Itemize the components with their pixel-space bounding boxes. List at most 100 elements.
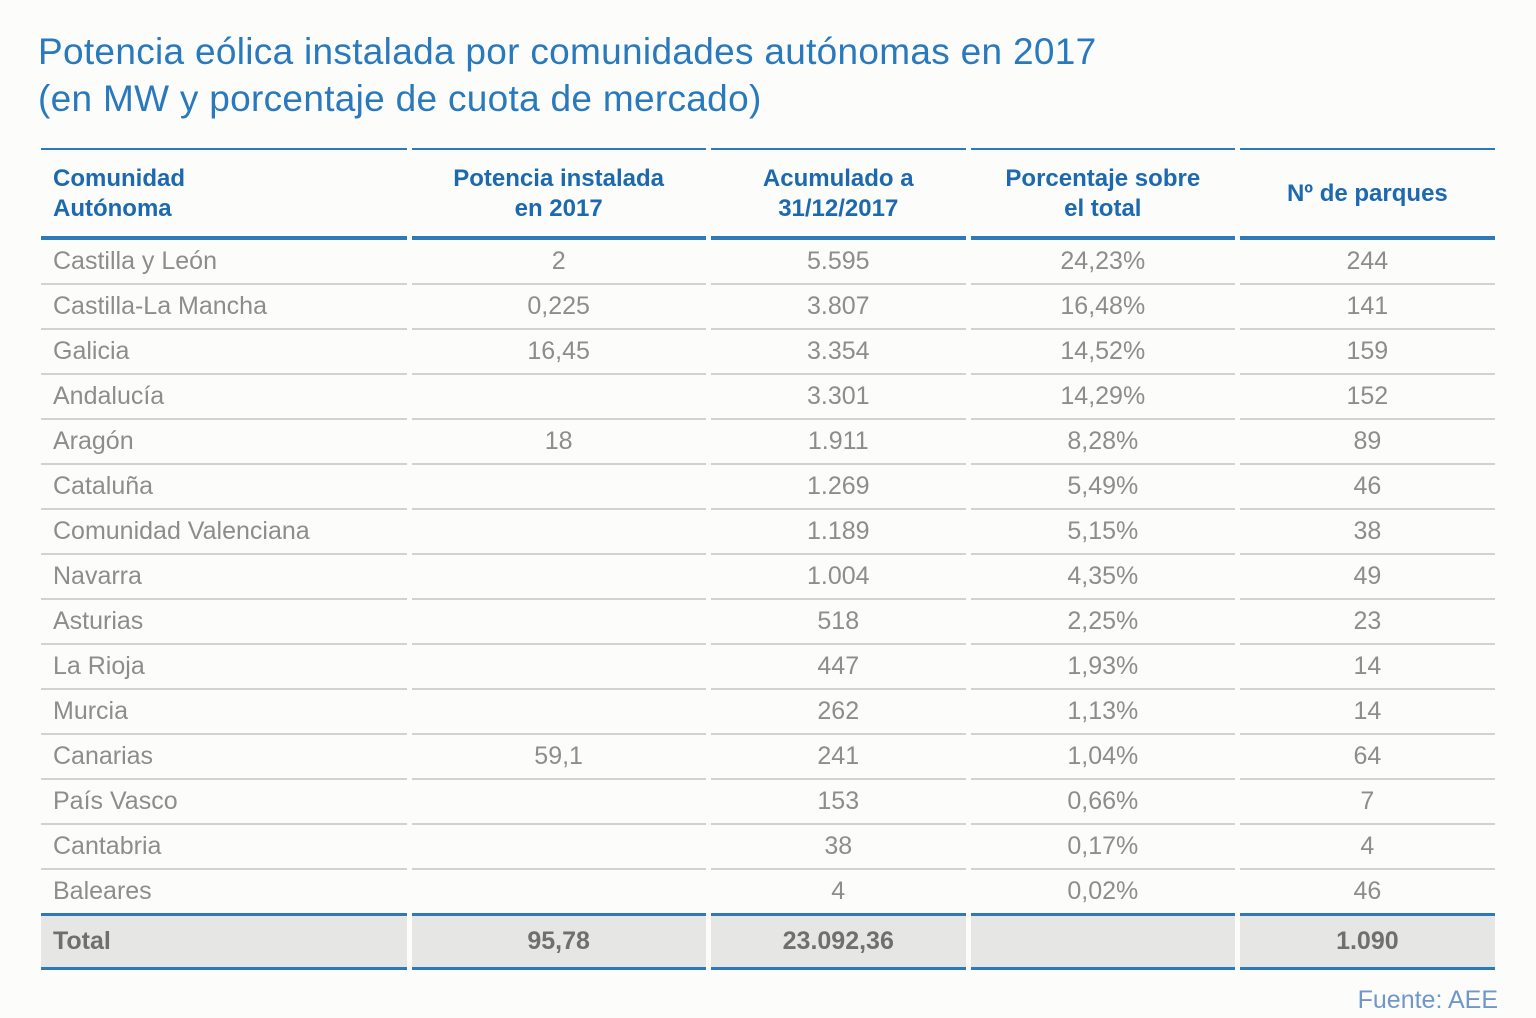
page-title: Potencia eólica instalada por comunidade… xyxy=(38,28,1500,122)
value-cell: 18 xyxy=(411,420,706,465)
value-cell: 1.911 xyxy=(710,420,966,465)
table-row: Canarias 59,1 241 1,04% 64 xyxy=(41,735,1495,780)
community-name-cell: Galicia xyxy=(41,330,407,375)
value-cell: 23 xyxy=(1239,600,1495,645)
value-cell: 16,45 xyxy=(411,330,706,375)
total-label: Total xyxy=(41,913,407,970)
value-cell: 7 xyxy=(1239,780,1495,825)
value-cell: 38 xyxy=(1239,510,1495,555)
community-name-cell: Navarra xyxy=(41,555,407,600)
column-header-porcentaje-sobre-total: Porcentaje sobre el total xyxy=(970,148,1235,240)
value-cell: 64 xyxy=(1239,735,1495,780)
community-name-cell: Baleares xyxy=(53,877,152,905)
value-cell: 447 xyxy=(710,645,966,690)
value-cell xyxy=(411,465,706,510)
value-cell: 244 xyxy=(1239,240,1495,285)
table-row: Asturias 518 2,25% 23 xyxy=(41,600,1495,645)
value-cell: 518 xyxy=(710,600,966,645)
value-cell: 46 xyxy=(1239,465,1495,510)
value-cell: 1,13% xyxy=(970,690,1235,735)
page-title-line1: Potencia eólica instalada por comunidade… xyxy=(38,31,1097,72)
value-cell: 4 xyxy=(1239,825,1495,870)
table-row: País Vasco 153 0,66% 7 xyxy=(41,780,1495,825)
total-acumulado: 23.092,36 xyxy=(710,913,966,970)
value-cell: 3.807 xyxy=(710,285,966,330)
total-potencia-instalada: 95,78 xyxy=(411,913,706,970)
value-cell: 1.004 xyxy=(710,555,966,600)
total-row: Total 95,78 23.092,36 1.090 xyxy=(41,913,1495,970)
column-header-acumulado-31-12-2017: Acumulado a 31/12/2017 xyxy=(710,148,966,240)
page-title-line2: (en MW y porcentaje de cuota de mercado) xyxy=(38,78,762,119)
table-row: Andalucía 3.301 14,29% 152 xyxy=(41,375,1495,420)
table-row: Murcia 262 1,13% 14 xyxy=(41,690,1495,735)
community-name-cell: La Rioja xyxy=(41,645,407,690)
value-cell: 46 xyxy=(1353,877,1382,905)
value-cell: 5,49% xyxy=(970,465,1235,510)
table-body: Castilla y León 2 5.595 24,23% 244 Castilla-L… xyxy=(41,240,1495,913)
value-cell: 2 xyxy=(411,240,706,285)
column-header-num-parques: Nº de parques xyxy=(1239,148,1495,240)
table-row: Aragón 18 1.911 8,28% 89 xyxy=(41,420,1495,465)
table-row: Castilla y León 2 5.595 24,23% 244 xyxy=(41,240,1495,285)
table-row: Cataluña 1.269 5,49% 46 xyxy=(41,465,1495,510)
total-num-parques: 1.090 xyxy=(1239,913,1495,970)
value-cell: 0,02% xyxy=(1067,877,1139,905)
value-cell: 159 xyxy=(1239,330,1495,375)
table-row: La Rioja 447 1,93% 14 xyxy=(41,645,1495,690)
community-name-cell: Cataluña xyxy=(41,465,407,510)
table-row: Cantabria 38 0,17% 4 xyxy=(41,825,1495,870)
value-cell: 3.354 xyxy=(710,330,966,375)
value-cell: 0,17% xyxy=(970,825,1235,870)
value-cell: 89 xyxy=(1239,420,1495,465)
value-cell: 153 xyxy=(710,780,966,825)
value-cell: 1.269 xyxy=(710,465,966,510)
community-name-cell: País Vasco xyxy=(41,780,407,825)
value-cell: 1,04% xyxy=(970,735,1235,780)
source-credit: Fuente: AEE xyxy=(1357,986,1498,1014)
value-cell xyxy=(411,555,706,600)
value-cell xyxy=(411,600,706,645)
value-cell: 14,29% xyxy=(970,375,1235,420)
value-cell: 1,93% xyxy=(970,645,1235,690)
value-cell: 4 xyxy=(831,877,846,905)
value-cell: 38 xyxy=(710,825,966,870)
table-row: Galicia 16,45 3.354 14,52% 159 xyxy=(41,330,1495,375)
value-cell: 14 xyxy=(1239,645,1495,690)
community-name-cell: Andalucía xyxy=(41,375,407,420)
table-row: Navarra 1.004 4,35% 49 xyxy=(41,555,1495,600)
community-name-cell: Murcia xyxy=(41,690,407,735)
community-name-cell: Cantabria xyxy=(41,825,407,870)
value-cell: 5,15% xyxy=(970,510,1235,555)
value-cell: 3.301 xyxy=(710,375,966,420)
table-row: Castilla-La Mancha 0,225 3.807 16,48% 141 xyxy=(41,285,1495,330)
value-cell: 141 xyxy=(1239,285,1495,330)
community-name-cell: Canarias xyxy=(41,735,407,780)
value-cell: 14 xyxy=(1239,690,1495,735)
total-porcentaje xyxy=(970,913,1235,970)
community-name-cell: Castilla-La Mancha xyxy=(41,285,407,330)
value-cell: 1.189 xyxy=(710,510,966,555)
table-row: Baleares 4 0,02% 46 xyxy=(41,870,1495,913)
value-cell: 152 xyxy=(1239,375,1495,420)
value-cell xyxy=(411,510,706,555)
value-cell: 16,48% xyxy=(970,285,1235,330)
value-cell: 0,66% xyxy=(970,780,1235,825)
header-row: Comunidad Autónoma Potencia instalada en… xyxy=(41,148,1495,240)
community-name-cell: Aragón xyxy=(41,420,407,465)
value-cell: 262 xyxy=(710,690,966,735)
value-cell: 14,52% xyxy=(970,330,1235,375)
table-row: Comunidad Valenciana 1.189 5,15% 38 xyxy=(41,510,1495,555)
community-name-cell: Castilla y León xyxy=(41,240,407,285)
value-cell: 49 xyxy=(1239,555,1495,600)
value-cell xyxy=(411,645,706,690)
value-cell: 8,28% xyxy=(970,420,1235,465)
community-name-cell: Comunidad Valenciana xyxy=(41,510,407,555)
value-cell: 59,1 xyxy=(411,735,706,780)
wind-power-table: Comunidad Autónoma Potencia instalada en… xyxy=(36,148,1500,970)
column-header-comunidad-autonoma: Comunidad Autónoma xyxy=(41,148,407,240)
value-cell: 5.595 xyxy=(710,240,966,285)
value-cell: 241 xyxy=(710,735,966,780)
value-cell: 4,35% xyxy=(970,555,1235,600)
value-cell: 24,23% xyxy=(970,240,1235,285)
